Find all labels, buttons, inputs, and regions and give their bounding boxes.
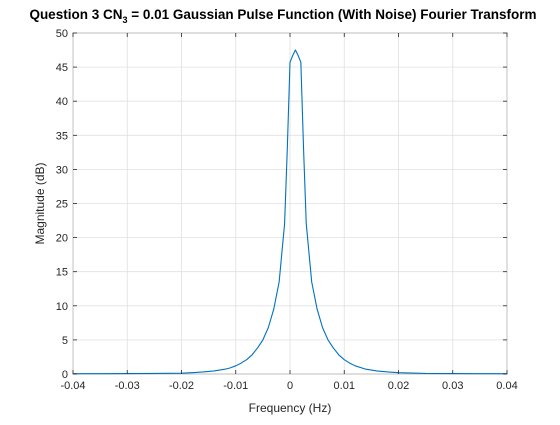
y-tick-label: 10 bbox=[56, 301, 68, 313]
y-tick-label: 20 bbox=[56, 233, 68, 245]
y-tick-label: 35 bbox=[56, 130, 68, 142]
series-layer bbox=[73, 49, 507, 375]
x-tick-label: -0.02 bbox=[169, 380, 194, 392]
chart-title-main: Question 3 CN bbox=[29, 7, 122, 22]
x-tick-label: -0.01 bbox=[223, 380, 248, 392]
y-tick-label: 50 bbox=[56, 28, 68, 40]
x-tick-label: 0 bbox=[287, 380, 293, 392]
chart-title: Question 3 CN3 = 0.01 Gaussian Pulse Fun… bbox=[29, 7, 536, 25]
x-tick-label: -0.04 bbox=[60, 380, 85, 392]
y-tick-label: 40 bbox=[56, 96, 68, 108]
y-tick-label: 45 bbox=[56, 62, 68, 74]
y-tick-label: 5 bbox=[62, 335, 68, 347]
y-tick-label: 25 bbox=[56, 199, 68, 211]
chart-title-rest: = 0.01 Gaussian Pulse Function (With Noi… bbox=[127, 7, 536, 22]
y-tick-label: 30 bbox=[56, 164, 68, 176]
x-tick-label: 0.02 bbox=[388, 380, 409, 392]
chart-title-subscript: 3 bbox=[122, 15, 127, 25]
y-tick-label: 0 bbox=[62, 369, 68, 381]
ticks: -0.04 -0.03 -0.02 -0.01 0 0.01 0.02 0.03 0.04 0 5 1… bbox=[56, 28, 518, 392]
x-tick-label: 0.03 bbox=[442, 380, 463, 392]
x-axis-label: Frequency (Hz) bbox=[249, 401, 332, 415]
x-tick-label: -0.03 bbox=[115, 380, 140, 392]
x-tick-label: 0.01 bbox=[334, 380, 355, 392]
x-tick-label: 0.04 bbox=[496, 380, 517, 392]
series-line bbox=[73, 49, 507, 375]
y-axis-label: Magnitude (dB) bbox=[33, 162, 47, 244]
y-tick-label: 15 bbox=[56, 267, 68, 279]
